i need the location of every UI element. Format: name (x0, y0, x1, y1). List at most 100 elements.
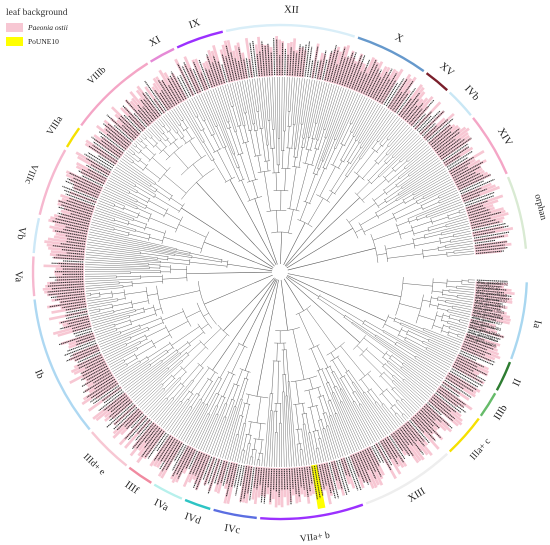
leaf-label-mark (142, 92, 161, 117)
internal-arc-branch (162, 274, 164, 284)
internal-arc-branch (122, 206, 125, 211)
internal-branch (375, 199, 397, 214)
terminal-branch (159, 118, 165, 126)
terminal-branch (383, 330, 451, 368)
internal-arc-branch (391, 386, 395, 391)
terminal-branch (87, 297, 113, 302)
internal-branch (123, 207, 139, 215)
terminal-branch (339, 389, 369, 446)
leaf-label-mark (147, 432, 167, 459)
terminal-branch (92, 216, 136, 230)
clade-arc (153, 483, 183, 500)
internal-arc-branch (264, 160, 270, 162)
terminal-branch (259, 78, 267, 146)
leaf-label-mark (65, 305, 87, 311)
internal-arc-branch (154, 182, 156, 185)
internal-arc-branch (317, 294, 321, 300)
internal-arc-branch (135, 229, 137, 232)
terminal-branch (449, 289, 474, 293)
leaf-label-mark (144, 430, 165, 458)
internal-branch (361, 353, 383, 375)
leaf-label-mark (467, 331, 499, 343)
leaf-label-mark (298, 467, 302, 488)
leaf-label-mark (144, 427, 161, 449)
terminal-branch (127, 150, 134, 156)
leaf-label-mark (110, 397, 129, 413)
internal-arc-branch (391, 167, 396, 173)
clade-arc (260, 503, 364, 521)
leaf-label-mark (133, 112, 147, 128)
leaf-label-mark (77, 170, 105, 185)
terminal-branch (126, 351, 179, 393)
internal-arc-branch (136, 190, 138, 193)
leaf-label-mark (226, 462, 233, 484)
internal-arc-branch (147, 197, 151, 204)
terminal-branch (304, 423, 312, 465)
internal-arc-branch (370, 234, 379, 263)
internal-arc-branch (395, 223, 402, 240)
leaf-label-mark (144, 80, 167, 112)
terminal-branch (381, 404, 399, 427)
terminal-branch (232, 434, 240, 462)
internal-branch (316, 345, 329, 368)
internal-branch (246, 394, 250, 404)
leaf-label-mark (439, 138, 466, 158)
leaf-background-ostii (453, 360, 480, 376)
internal-branch (375, 145, 389, 162)
internal-branch (245, 112, 250, 131)
internal-arc-branch (190, 406, 193, 408)
internal-branch (438, 304, 453, 308)
internal-arc-branch (236, 434, 239, 436)
internal-arc-branch (416, 217, 418, 221)
clade-arc (472, 117, 508, 175)
internal-arc-branch (185, 351, 190, 356)
leaf-label-mark (189, 451, 201, 475)
internal-branch (190, 394, 200, 408)
leaf-label-mark (233, 464, 240, 488)
internal-arc-branch (394, 341, 397, 346)
terminal-branch (387, 362, 430, 398)
leaf-label-mark (370, 77, 382, 98)
clade-label: IX (188, 17, 202, 31)
internal-branch (253, 123, 256, 131)
internal-branch (293, 148, 296, 158)
leaf-label-mark (221, 54, 230, 82)
leaf-label-mark (471, 219, 496, 227)
leaf-background-ostii (124, 99, 150, 127)
internal-arc-branch (165, 137, 169, 142)
leaf-label-mark (418, 411, 434, 427)
internal-arc-branch (402, 199, 406, 205)
terminal-branch (100, 195, 125, 207)
leaf-label-mark (462, 345, 485, 356)
terminal-branch (100, 336, 131, 350)
leaf-label-mark (243, 58, 248, 78)
terminal-branch (130, 146, 139, 154)
terminal-branch (128, 148, 135, 154)
leaf-label-mark (459, 352, 477, 361)
internal-arc-branch (148, 153, 157, 162)
internal-branch (182, 364, 200, 385)
internal-branch (417, 216, 427, 221)
internal-arc-branch (123, 289, 126, 300)
internal-arc-branch (371, 147, 379, 154)
leaf-label-mark (476, 289, 504, 294)
internal-branch (152, 157, 168, 171)
internal-arc-branch (197, 323, 206, 335)
leaf-background-ostii (349, 454, 365, 489)
internal-branch (340, 378, 354, 402)
internal-branch (292, 329, 305, 380)
leaf-label-mark (177, 63, 194, 96)
terminal-branch (307, 81, 320, 138)
terminal-branch (290, 77, 295, 127)
terminal-branch (407, 144, 428, 162)
leaf-label-mark (235, 465, 243, 496)
terminal-branch (93, 323, 115, 331)
leaf-label-mark (475, 297, 500, 302)
internal-branch (212, 159, 227, 182)
leaf-label-mark (393, 432, 411, 457)
leaf-backgrounds (42, 36, 515, 509)
terminal-branch (293, 78, 303, 149)
internal-branch (167, 352, 187, 369)
terminal-branch (406, 142, 427, 161)
leaf-label-mark (433, 128, 460, 150)
